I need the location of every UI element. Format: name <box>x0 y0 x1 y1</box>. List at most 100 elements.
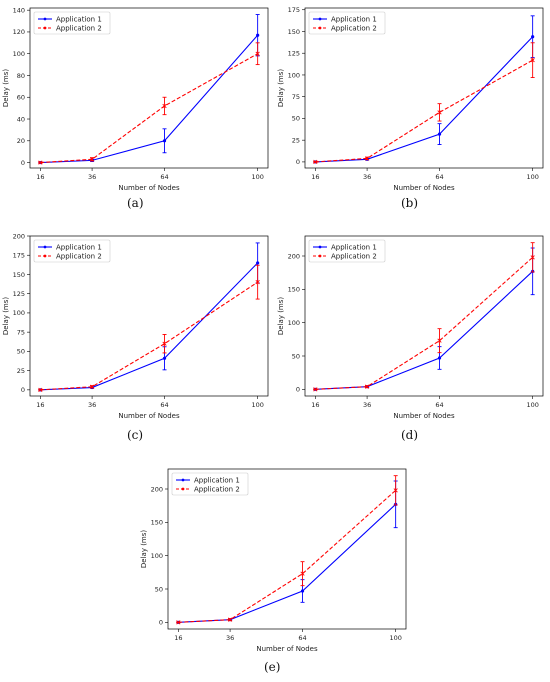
data-point <box>530 58 535 63</box>
series-line-1 <box>40 262 259 391</box>
x-tick-label: 36 <box>88 401 96 409</box>
data-point-stroke <box>437 110 442 115</box>
legend-label-1: Application 1 <box>331 15 377 23</box>
data-point <box>300 571 305 576</box>
data-point <box>176 620 181 625</box>
plot-frame <box>304 7 544 169</box>
data-point <box>437 110 442 115</box>
data-point-stroke <box>393 488 398 493</box>
x-axis-label: Number of Nodes <box>393 184 455 192</box>
y-tick-label: 50 <box>155 585 163 593</box>
x-axis-label: Number of Nodes <box>393 412 455 420</box>
data-point <box>162 341 167 346</box>
legend-label-1: Application 1 <box>56 15 102 23</box>
y-tick-label: 75 <box>17 328 25 336</box>
data-point-stroke <box>313 159 318 165</box>
y-tick-label: 0 <box>21 386 25 394</box>
x-tick-label: 64 <box>160 401 168 409</box>
legend-label-1: Application 1 <box>56 243 102 251</box>
chart-panel-d: 0 50 100 150 200 16 36 64 100 Number of Nodes Dela… <box>277 235 544 420</box>
x-tick-label: 100 <box>251 401 263 409</box>
y-tick-label: 80 <box>17 72 25 80</box>
data-point-stroke <box>313 387 318 392</box>
series-line-2 <box>178 489 397 623</box>
x-tick-label: 16 <box>311 173 319 181</box>
y-tick-label: 175 <box>13 252 25 260</box>
y-axis-label: Delay (ms) <box>277 69 285 107</box>
data-point-stroke <box>530 58 535 63</box>
legend-label-2: Application 2 <box>194 485 240 493</box>
data-point <box>437 338 442 343</box>
y-tick-label: 120 <box>13 28 25 36</box>
data-point <box>89 384 95 389</box>
data-point-stroke <box>300 571 305 576</box>
data-point <box>313 159 318 165</box>
legend-marker-1 <box>318 17 322 21</box>
series-line-2 <box>315 256 534 390</box>
data-point-stroke <box>437 338 442 343</box>
data-point <box>255 280 260 285</box>
y-tick-label: 75 <box>292 93 300 101</box>
y-tick-label: 60 <box>17 94 25 102</box>
y-tick-label: 200 <box>288 252 300 260</box>
y-tick-label: 100 <box>13 309 25 317</box>
data-point-stroke <box>162 103 167 109</box>
y-tick-label: 25 <box>17 367 25 375</box>
y-tick-label: 175 <box>288 6 300 14</box>
x-tick-label: 64 <box>160 173 168 181</box>
chart-panel-e: 0 50 100 150 200 16 36 64 100 Number of Nodes Dela… <box>140 468 407 653</box>
legend-marker-1 <box>181 478 185 482</box>
x-tick-label: 16 <box>311 401 319 409</box>
data-point <box>256 33 260 37</box>
legend-box <box>171 472 249 496</box>
y-tick-label: 50 <box>292 115 300 123</box>
x-tick-label: 16 <box>174 634 182 642</box>
x-tick-label: 100 <box>251 173 263 181</box>
y-tick-label: 0 <box>159 619 163 627</box>
data-point <box>364 156 370 161</box>
x-tick-label: 100 <box>526 401 538 409</box>
legend-label-1: Application 1 <box>194 476 240 484</box>
x-tick-label: 16 <box>36 401 44 409</box>
legend-box <box>33 239 111 263</box>
data-point-stroke <box>176 620 181 625</box>
y-tick-label: 40 <box>17 115 25 123</box>
series-line-2 <box>315 59 533 163</box>
y-axis-label: Delay (ms) <box>2 69 10 107</box>
x-axis-label: Number of Nodes <box>118 412 180 420</box>
legend-label-2: Application 2 <box>56 252 102 260</box>
y-tick-label: 0 <box>296 158 300 166</box>
data-point <box>256 261 260 265</box>
caption-e: (e) <box>264 660 281 674</box>
caption-a: (a) <box>127 196 144 210</box>
y-tick-label: 125 <box>288 50 300 58</box>
data-point <box>364 384 370 389</box>
y-axis-label: Delay (ms) <box>277 297 285 335</box>
data-point-stroke <box>38 160 43 165</box>
legend-label-1: Application 1 <box>331 243 377 251</box>
data-point <box>89 157 95 162</box>
y-tick-label: 100 <box>288 319 300 327</box>
data-point <box>393 488 398 493</box>
x-tick-label: 36 <box>363 401 371 409</box>
data-point-stroke <box>530 255 535 260</box>
series-line-2 <box>40 281 258 391</box>
data-point-stroke <box>255 280 260 285</box>
x-tick-label: 64 <box>435 173 443 181</box>
data-point <box>313 387 318 392</box>
plot-frame <box>29 7 269 169</box>
y-tick-label: 150 <box>288 28 300 36</box>
legend-marker-2 <box>43 26 47 30</box>
series-line-1 <box>40 34 259 164</box>
legend-box <box>308 239 386 263</box>
series-line-2 <box>40 53 258 164</box>
x-tick-label: 100 <box>389 634 401 642</box>
data-point <box>255 51 260 56</box>
data-point-stroke <box>364 156 370 161</box>
data-point <box>162 139 167 143</box>
legend-marker-2 <box>318 26 322 30</box>
legend-label-2: Application 2 <box>56 24 102 32</box>
legend-marker-1 <box>43 17 47 21</box>
data-point-stroke <box>89 157 95 162</box>
legend-label-2: Application 2 <box>331 252 377 260</box>
